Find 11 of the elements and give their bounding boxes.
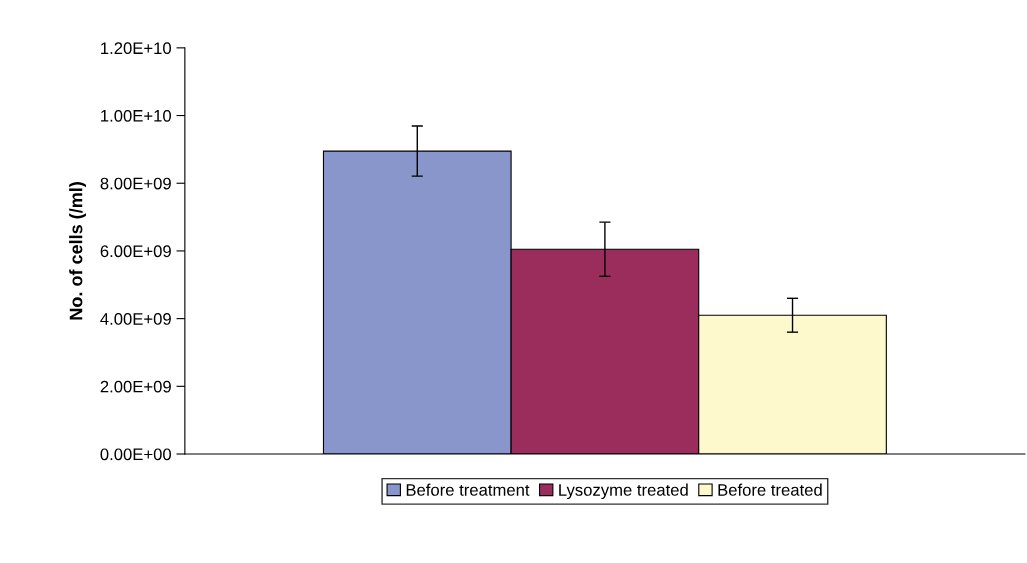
y-tick-label: 6.00E+09 [100,245,171,258]
y-axis-title: No. of cells (/ml) [69,182,86,320]
y-tick-label: 1.00E+10 [101,109,172,122]
y-tick-label: 1.20E+10 [101,42,172,55]
y-tick-label: 4.00E+09 [100,313,171,325]
y-tick-label: 0.00E+00 [100,448,172,461]
legend-label: Before treated [718,483,822,496]
legend-label: Before treatment [406,483,530,496]
y-tick-label: 2.00E+09 [100,380,171,393]
legend-label: Lysozyme treated [559,483,688,500]
y-tick-label: 8.00E+09 [100,177,171,190]
